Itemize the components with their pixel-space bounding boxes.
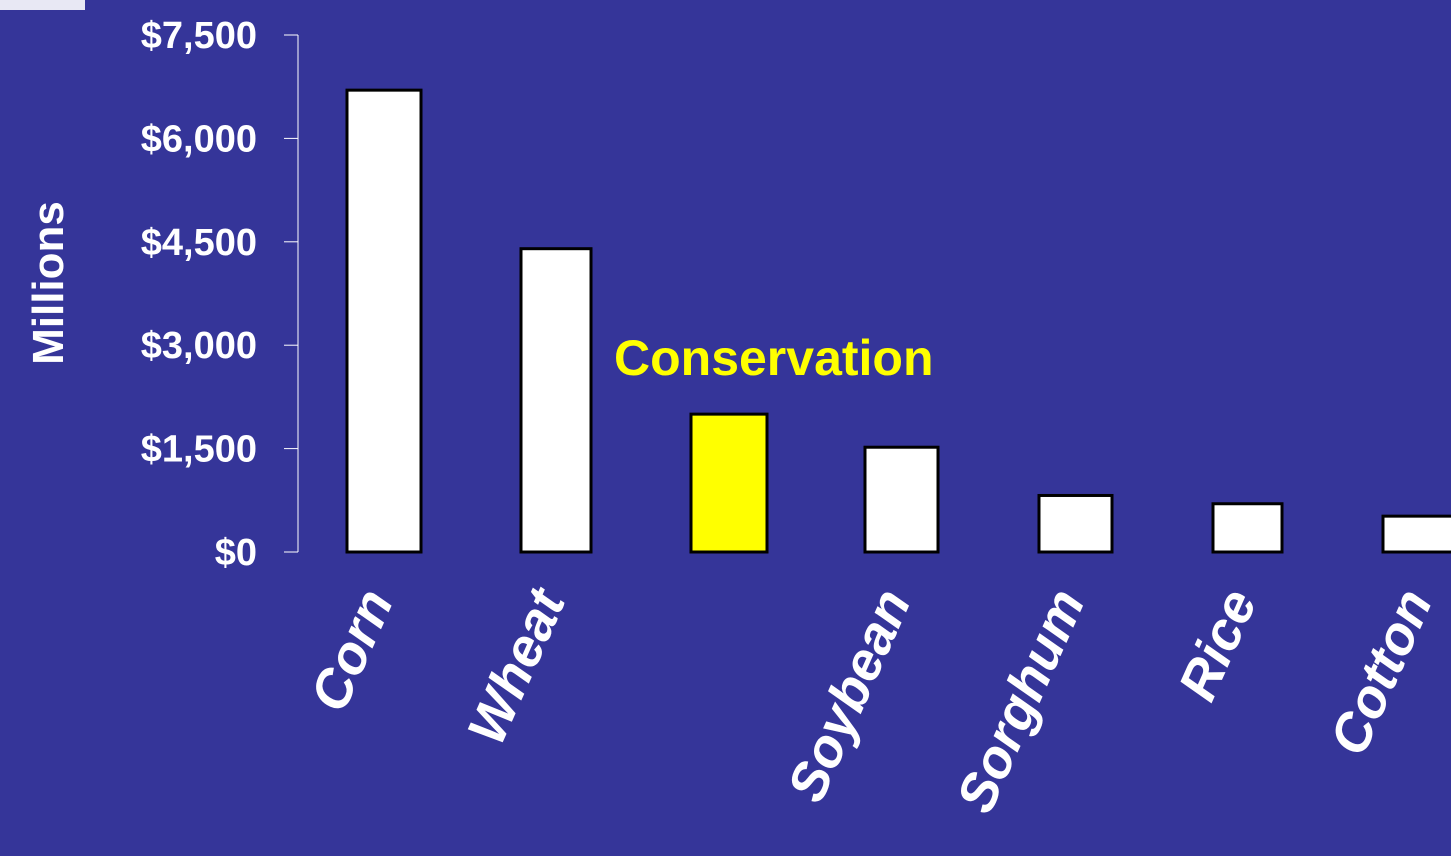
bar-corn xyxy=(345,88,423,554)
bar-rice xyxy=(1211,502,1284,554)
x-tick-label: Wheat xyxy=(456,579,578,753)
x-tick-label: Cotton xyxy=(1318,580,1444,763)
bars xyxy=(345,88,1451,554)
x-tick-label: Rice xyxy=(1167,580,1268,709)
y-tick-label: $3,000 xyxy=(141,325,257,367)
bar-wheat xyxy=(519,247,593,554)
bar-cotton xyxy=(1381,514,1451,554)
conservation-annotation: Conservation xyxy=(614,330,934,386)
y-tick-label: $6,000 xyxy=(141,118,257,160)
x-axis-labels: Corn Wheat Soybean Sorghum Rice Cotton xyxy=(299,579,1444,822)
y-tick-label: $1,500 xyxy=(141,429,257,471)
y-tick-label: $7,500 xyxy=(141,15,257,57)
y-tick-label: $0 xyxy=(215,532,257,574)
x-tick-label: Sorghum xyxy=(945,580,1096,821)
x-tick-label: Corn xyxy=(299,580,405,719)
bar-sorghum xyxy=(1037,493,1114,554)
bar-conservation xyxy=(689,412,769,554)
y-axis: $0 $1,500 $3,000 $4,500 $6,000 $7,500 xyxy=(141,15,299,574)
y-axis-label: Millions xyxy=(24,201,73,365)
corner-accent xyxy=(0,0,85,10)
bar-soybean xyxy=(863,445,940,554)
y-tick-label: $4,500 xyxy=(141,222,257,264)
x-tick-label: Soybean xyxy=(776,580,922,810)
